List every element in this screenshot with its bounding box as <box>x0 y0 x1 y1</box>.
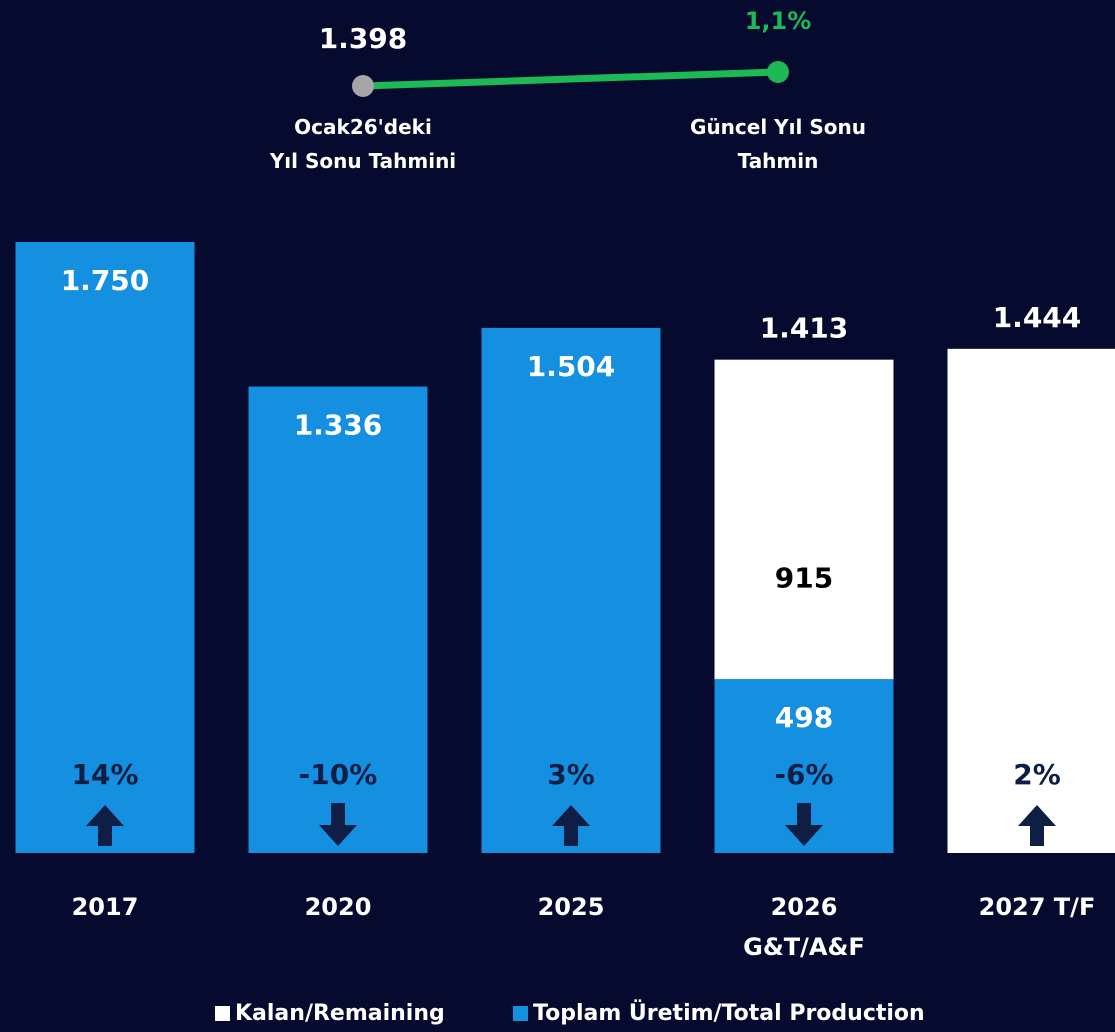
x-tick-label: 2026 G&T/A&F <box>743 893 865 961</box>
growth-label: 3% <box>547 758 595 791</box>
legend-label: Kalan/Remaining <box>235 1001 445 1026</box>
growth-arrow <box>785 803 823 846</box>
value-label: 915 <box>775 561 833 594</box>
legend-swatch <box>215 1006 230 1021</box>
x-tick-label: 2017 <box>72 893 139 921</box>
legend-label: Toplam Üretim/Total Production <box>533 1000 925 1026</box>
bar-segment <box>15 242 195 853</box>
bar-segment <box>714 359 894 680</box>
value-label: 498 <box>775 701 833 734</box>
value-label: 1.750 <box>61 264 150 297</box>
forecast-line <box>362 68 779 90</box>
growth-arrow <box>1018 805 1056 846</box>
bar-segment <box>481 327 661 853</box>
x-tick-label: 2025 <box>538 893 605 921</box>
x-tick-label: 2020 <box>305 893 372 921</box>
legend-swatch <box>513 1006 528 1021</box>
start-dot <box>352 75 374 97</box>
start-label: Ocak26'deki Yıl Sonu Tahmini <box>269 115 456 173</box>
growth-arrow <box>86 805 124 846</box>
change-label: 1,1% <box>745 7 812 35</box>
growth-arrow <box>319 803 357 846</box>
bar-segment <box>947 348 1115 853</box>
total-label: 1.413 <box>760 312 849 345</box>
end-label: Güncel Yıl Sonu Tahmin <box>690 115 866 173</box>
growth-label: -10% <box>299 758 378 791</box>
value-label: 1.336 <box>294 409 383 442</box>
value-label: 1.504 <box>527 350 616 383</box>
bar-segment <box>248 386 428 853</box>
growth-label: 2% <box>1013 758 1061 791</box>
x-tick-label: 2027 T/F <box>979 893 1096 921</box>
growth-arrow <box>552 805 590 846</box>
growth-label: -6% <box>774 758 833 791</box>
end-dot <box>767 61 789 83</box>
value-label: 1.444 <box>993 301 1082 334</box>
start-value-label: 1.398 <box>319 22 408 55</box>
growth-label: 14% <box>71 758 138 791</box>
